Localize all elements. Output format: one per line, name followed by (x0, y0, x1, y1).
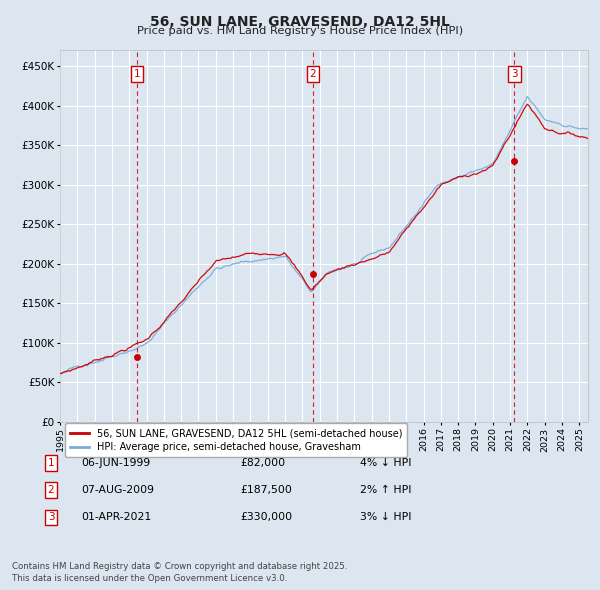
Text: £187,500: £187,500 (240, 486, 292, 495)
Legend: 56, SUN LANE, GRAVESEND, DA12 5HL (semi-detached house), HPI: Average price, sem: 56, SUN LANE, GRAVESEND, DA12 5HL (semi-… (65, 424, 407, 457)
Text: 06-JUN-1999: 06-JUN-1999 (81, 458, 150, 468)
Text: Contains HM Land Registry data © Crown copyright and database right 2025.
This d: Contains HM Land Registry data © Crown c… (12, 562, 347, 583)
Text: Price paid vs. HM Land Registry's House Price Index (HPI): Price paid vs. HM Land Registry's House … (137, 26, 463, 36)
Text: 2: 2 (310, 69, 316, 79)
Text: 3% ↓ HPI: 3% ↓ HPI (360, 513, 412, 522)
Text: 4% ↓ HPI: 4% ↓ HPI (360, 458, 412, 468)
Text: 3: 3 (47, 513, 55, 522)
Text: £330,000: £330,000 (240, 513, 292, 522)
Text: £82,000: £82,000 (240, 458, 285, 468)
Text: 1: 1 (47, 458, 55, 468)
Text: 2% ↑ HPI: 2% ↑ HPI (360, 486, 412, 495)
Text: 01-APR-2021: 01-APR-2021 (81, 513, 151, 522)
Text: 56, SUN LANE, GRAVESEND, DA12 5HL: 56, SUN LANE, GRAVESEND, DA12 5HL (150, 15, 450, 30)
Text: 2: 2 (47, 486, 55, 495)
Text: 07-AUG-2009: 07-AUG-2009 (81, 486, 154, 495)
Text: 1: 1 (134, 69, 140, 79)
Text: 3: 3 (511, 69, 518, 79)
